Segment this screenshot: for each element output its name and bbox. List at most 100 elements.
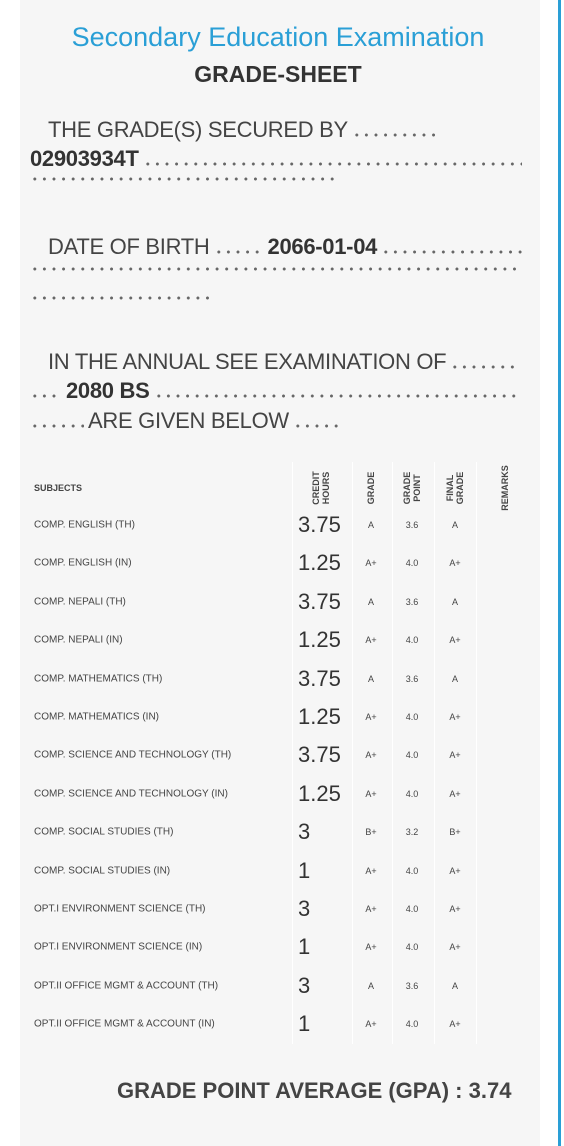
final-grade: A+	[449, 942, 461, 953]
grade-point: 4.0	[405, 712, 419, 722]
intro-line: 2080 BS	[26, 378, 520, 408]
exam-year: 2080 BS	[66, 378, 150, 403]
final-grade: A	[451, 673, 459, 684]
grade: A+	[365, 788, 377, 799]
subject: COMP. SCIENCE AND TECHNOLOGY (TH)	[34, 749, 232, 761]
grade-point: 3.6	[405, 980, 419, 991]
credit-hours: 3.75	[298, 512, 341, 537]
grade-point: 4.0	[405, 904, 419, 914]
dob-label: DATE OF BIRTH	[48, 234, 210, 259]
subject: COMP. NEPALI (TH)	[34, 596, 126, 608]
subject: COMP. MATHEMATICS (IN)	[34, 711, 159, 723]
credit-hours: 3.75	[298, 588, 341, 614]
column-separator	[434, 462, 435, 1044]
grade: A	[367, 520, 375, 530]
intro-line: THE GRADE(S) SECURED BY	[48, 117, 440, 147]
column-separator	[352, 462, 353, 1044]
subject: COMP. NEPALI (IN)	[34, 634, 123, 646]
column-separator	[476, 462, 477, 1044]
credit-hours: 3.75	[298, 742, 341, 768]
grade-point: 3.6	[405, 673, 419, 684]
scroll-edge	[558, 0, 561, 1146]
grade-point: 4.0	[405, 942, 419, 953]
column-header: SUBJECTS	[34, 483, 83, 493]
grade-point: 3.2	[405, 827, 419, 838]
credit-hours: 1	[298, 934, 311, 960]
subject: OPT.I ENVIRONMENT SCIENCE (TH)	[34, 903, 206, 915]
sheet-panel	[20, 0, 540, 1146]
credit-hours: 1	[298, 1011, 311, 1037]
grade: A+	[365, 904, 377, 914]
column-header: FINAL GRADE	[445, 471, 465, 505]
final-grade: A+	[449, 865, 461, 876]
grade-point: 4.0	[405, 635, 419, 646]
grade: A+	[365, 1019, 377, 1030]
intro-line	[26, 177, 344, 207]
subject: COMP. ENGLISH (IN)	[34, 557, 132, 569]
subject: OPT.II OFFICE MGMT & ACCOUNT (TH)	[34, 980, 219, 992]
subject: COMP. SCIENCE AND TECHNOLOGY (IN)	[34, 788, 228, 800]
final-grade: A+	[449, 788, 461, 799]
grade-point: 4.0	[405, 788, 419, 799]
grade-point: 3.6	[405, 596, 419, 607]
subject: COMP. SOCIAL STUDIES (TH)	[34, 826, 174, 838]
intro-line	[26, 296, 218, 326]
column-separator	[392, 462, 393, 1044]
grade: A+	[365, 558, 377, 569]
credit-hours: 1.25	[298, 627, 341, 653]
final-grade: A+	[449, 1019, 461, 1030]
credit-hours: 3.75	[298, 665, 341, 691]
grade-point: 4.0	[405, 750, 419, 761]
dob: 2066-01-04	[267, 234, 378, 259]
final-grade: A	[451, 980, 459, 991]
grade-point: 4.0	[405, 865, 419, 876]
dot-leader	[30, 296, 214, 300]
dot-leader	[153, 394, 516, 398]
column-header: REMARKS	[500, 465, 510, 511]
intro-line: IN THE ANNUAL SEE EXAMINATION OF	[48, 349, 522, 379]
gpa: GRADE POINT AVERAGE (GPA) : 3.74	[117, 1078, 511, 1104]
final-grade: A+	[449, 712, 461, 722]
grade: A	[367, 673, 375, 684]
subject: OPT.I ENVIRONMENT SCIENCE (IN)	[34, 941, 203, 953]
grade: A+	[365, 712, 377, 722]
symbol-no: 02903934T	[30, 146, 139, 171]
secured-by-label: THE GRADE(S) SECURED BY	[48, 117, 348, 142]
grade: A+	[365, 865, 377, 876]
subtitle: GRADE-SHEET	[194, 61, 362, 87]
dot-leader	[30, 394, 62, 398]
gpa-value: 3.74	[468, 1078, 512, 1103]
intro-line: ARE GIVEN BELOW	[26, 408, 346, 438]
intro-line: 02903934T	[30, 146, 526, 176]
dot-leader	[142, 162, 522, 166]
credit-hours: 3	[298, 896, 311, 921]
dot-leader	[30, 424, 84, 428]
dot-leader	[450, 365, 518, 369]
credit-hours: 3	[298, 819, 311, 845]
subject: COMP. ENGLISH (TH)	[34, 519, 135, 531]
final-grade: A+	[449, 558, 461, 569]
final-grade: A+	[449, 904, 461, 914]
dot-leader	[30, 267, 518, 271]
dot-leader	[30, 177, 340, 181]
grade-point: 4.0	[405, 1019, 419, 1030]
final-grade: A	[451, 596, 459, 607]
subject: COMP. SOCIAL STUDIES (IN)	[34, 865, 171, 877]
credit-hours: 1.25	[298, 550, 341, 576]
dot-leader	[381, 250, 522, 254]
subject: OPT.II OFFICE MGMT & ACCOUNT (IN)	[34, 1018, 215, 1030]
grade: A	[367, 980, 375, 991]
credit-hours: 1.25	[298, 780, 341, 806]
final-grade: A	[451, 520, 459, 530]
grade: A+	[365, 942, 377, 953]
title: Secondary Education Examination	[71, 22, 485, 52]
column-header: GRADE	[366, 471, 376, 505]
dot-leader	[351, 133, 436, 137]
grade: A+	[365, 750, 377, 761]
column-separator	[292, 462, 293, 1044]
intro-line: DATE OF BIRTH 2066-01-04	[48, 234, 526, 264]
subject: COMP. MATHEMATICS (TH)	[34, 673, 163, 685]
exam-label: IN THE ANNUAL SEE EXAMINATION OF	[48, 349, 447, 374]
grade: A	[367, 596, 375, 607]
